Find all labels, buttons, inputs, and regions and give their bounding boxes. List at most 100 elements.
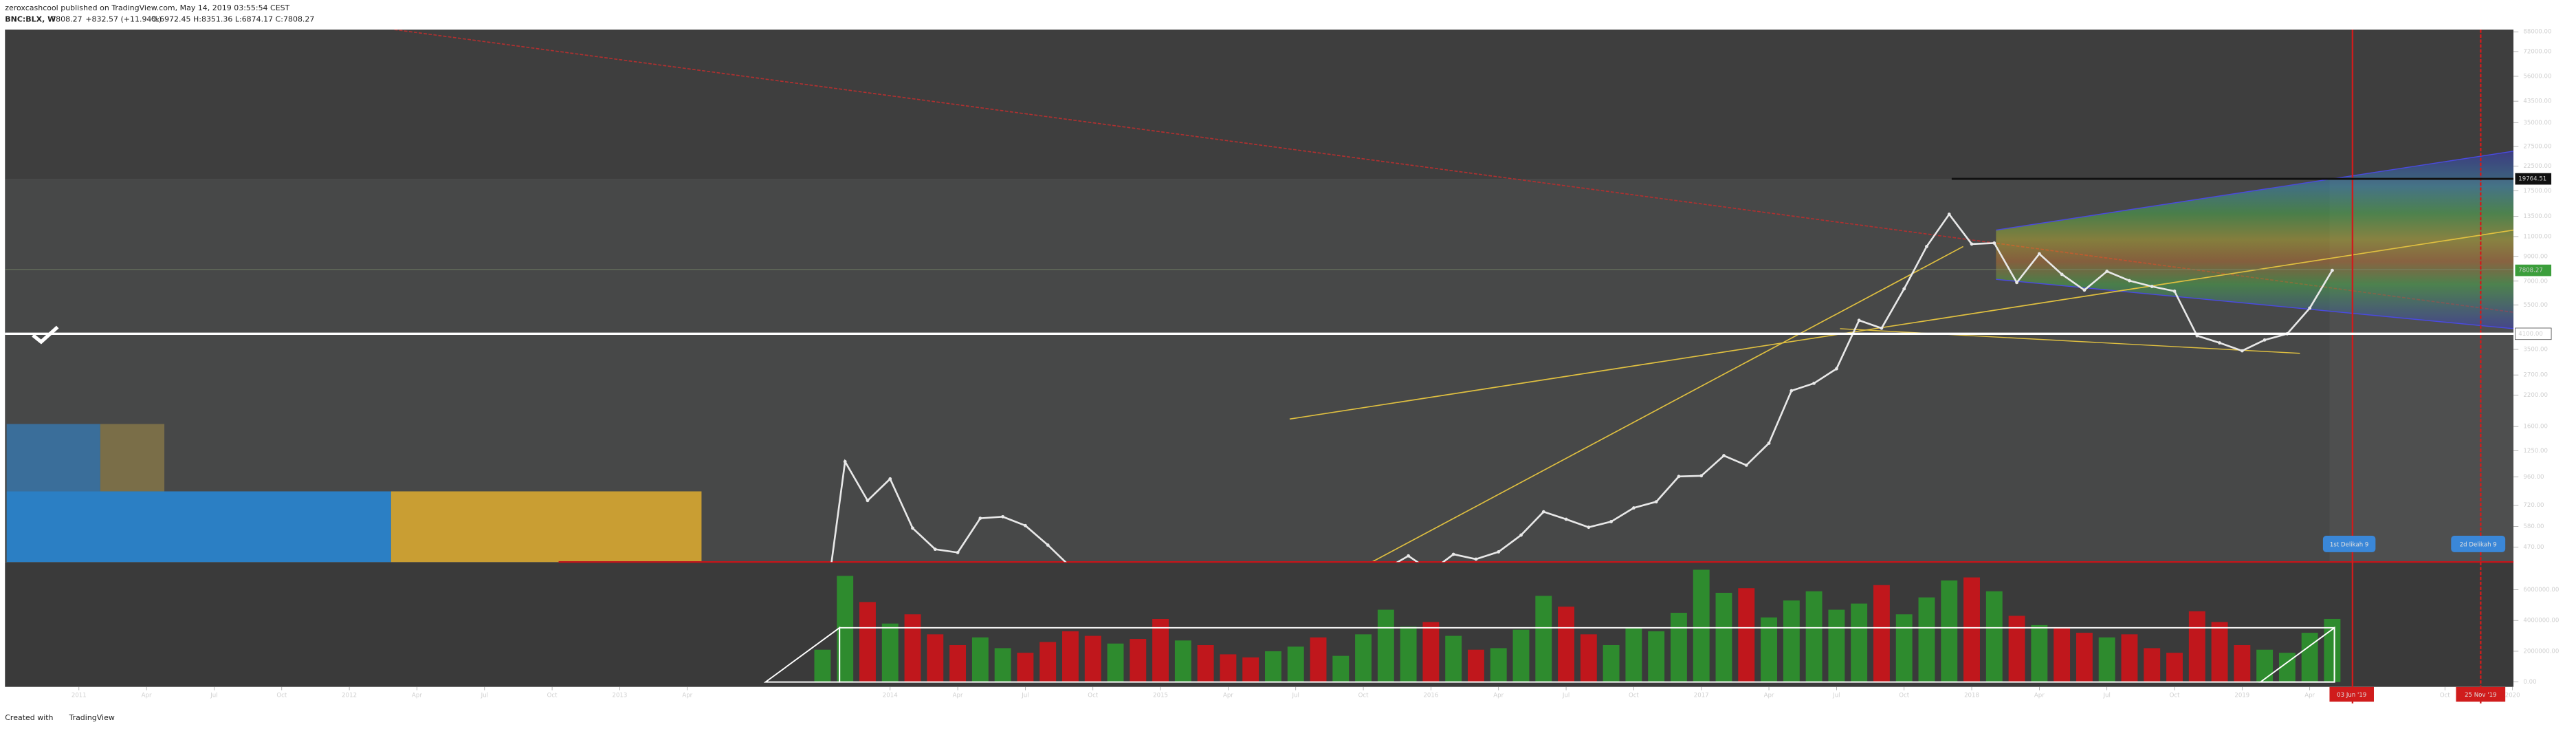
price-point xyxy=(1541,510,1545,514)
volume-bar xyxy=(949,644,967,682)
x-tick-label: Oct xyxy=(1629,692,1639,699)
volume-bar xyxy=(1648,631,1665,682)
y2-tick-label: 4000000.00 xyxy=(2523,618,2559,624)
y-tick-label: 7000.00 xyxy=(2523,278,2548,285)
y-tick-label: 2700.00 xyxy=(2523,372,2548,379)
volume-bar xyxy=(2234,644,2251,682)
y-tick-label: 720.00 xyxy=(2523,502,2544,509)
x-tick-label: Apr xyxy=(2304,692,2315,699)
price-point xyxy=(1519,533,1523,537)
y-tick-label: 9000.00 xyxy=(2523,253,2548,260)
x-tick-label: Jul xyxy=(1562,692,1570,699)
x-tick-label: Apr xyxy=(2034,692,2045,699)
volume-bar xyxy=(1039,642,1057,682)
volume-bar xyxy=(1670,613,1687,682)
volume-bars xyxy=(814,569,2341,682)
volume-bar xyxy=(2324,618,2341,682)
x-tick-label: 2012 xyxy=(342,692,357,699)
volume-bar xyxy=(1828,609,1845,682)
x-tick-label: Apr xyxy=(142,692,152,699)
volume-bar xyxy=(1062,631,1079,682)
volume-bar xyxy=(904,614,921,682)
volume-bar xyxy=(1422,622,1440,682)
price-point xyxy=(1834,367,1838,371)
volume-bar xyxy=(1174,640,1191,682)
price-point xyxy=(2015,281,2018,285)
x-tick-label: Jul xyxy=(1292,692,1299,699)
volume-bar xyxy=(1355,634,1372,682)
volume-bar xyxy=(1400,627,1417,682)
price-point xyxy=(1474,557,1478,561)
last-price: 7808.27 xyxy=(51,15,82,24)
volume-bar xyxy=(1580,634,1597,682)
price-point xyxy=(2082,288,2087,292)
price-point xyxy=(2105,270,2109,273)
x-tick-label: Oct xyxy=(2170,692,2180,699)
publisher: zeroxcashcool published on TradingView.c… xyxy=(5,3,289,12)
volume-bar xyxy=(927,634,944,682)
volume-bar xyxy=(1512,629,1530,682)
x-tick-label: 2013 xyxy=(612,692,627,699)
price-point xyxy=(1699,474,1704,478)
price-point xyxy=(1992,241,1996,245)
y-tick-label: 17500.00 xyxy=(2523,188,2551,195)
price-point xyxy=(1857,318,1861,323)
volume-bar xyxy=(2121,634,2138,682)
volume-bar xyxy=(1467,649,1484,682)
price-tag xyxy=(2515,327,2552,340)
profile-block xyxy=(390,491,702,563)
price-axis xyxy=(2513,30,2576,687)
yellow-line xyxy=(1289,229,2514,420)
volume-bar xyxy=(1805,591,1823,682)
price-point xyxy=(1902,287,1906,291)
marker-badge[interactable] xyxy=(2322,535,2376,552)
profile-block xyxy=(6,424,100,492)
price-point xyxy=(1407,554,1411,558)
volume-bar xyxy=(1603,644,1620,682)
volume-bar xyxy=(1895,614,1913,682)
x-tick-label: Apr xyxy=(1223,692,1233,699)
x-tick-label: Apr xyxy=(682,692,692,699)
volume-bar xyxy=(2211,622,2228,682)
date-tag-label: 25 Nov '19 xyxy=(2465,692,2496,699)
marker-badge[interactable] xyxy=(2451,535,2506,552)
y-tick-label: 1250.00 xyxy=(2523,448,2548,455)
y2-tick-label: 0.00 xyxy=(2523,679,2536,686)
volume-bar xyxy=(1107,643,1124,682)
price-point xyxy=(2263,338,2267,342)
price-point xyxy=(1744,464,1748,467)
x-tick-label: Apr xyxy=(1493,692,1504,699)
volume-bar xyxy=(1535,596,1552,682)
volume-bar xyxy=(2166,653,2183,682)
x-tick-label: Jul xyxy=(1021,692,1028,699)
price-point xyxy=(2128,279,2131,283)
price-point xyxy=(1677,475,1681,479)
volume-bar xyxy=(814,649,831,682)
x-tick-label: Apr xyxy=(412,692,422,699)
volume-bar xyxy=(2008,616,2025,682)
price-point xyxy=(1564,517,1568,521)
price-point xyxy=(1790,389,1794,393)
price-point xyxy=(1654,500,1658,503)
price-point xyxy=(2218,341,2221,345)
x-tick-label: Apr xyxy=(953,692,963,699)
yellow-line xyxy=(1371,246,1963,563)
price-point xyxy=(2331,268,2334,272)
x-tick-label: Oct xyxy=(1899,692,1909,699)
y-tick-label: 88000.00 xyxy=(2523,29,2551,36)
footer-text: Created with xyxy=(5,713,53,722)
price-point xyxy=(2150,285,2154,288)
price-point xyxy=(1970,242,1974,246)
x-tick-label: 2011 xyxy=(71,692,87,699)
volume-bar xyxy=(1941,580,1958,682)
date-tag xyxy=(2456,686,2506,702)
volume-bar xyxy=(1152,618,1169,682)
price-point xyxy=(1880,326,1884,330)
ohlc: O:6972.45 H:8351.36 L:6874.17 C:7808.27 xyxy=(151,15,314,24)
price-point xyxy=(2037,252,2041,256)
price-line xyxy=(830,213,2333,563)
date-tag-label: 03 Jun '19 xyxy=(2337,692,2366,699)
y-tick-label: 2200.00 xyxy=(2523,392,2548,399)
y-tick-label: 35000.00 xyxy=(2523,120,2551,127)
